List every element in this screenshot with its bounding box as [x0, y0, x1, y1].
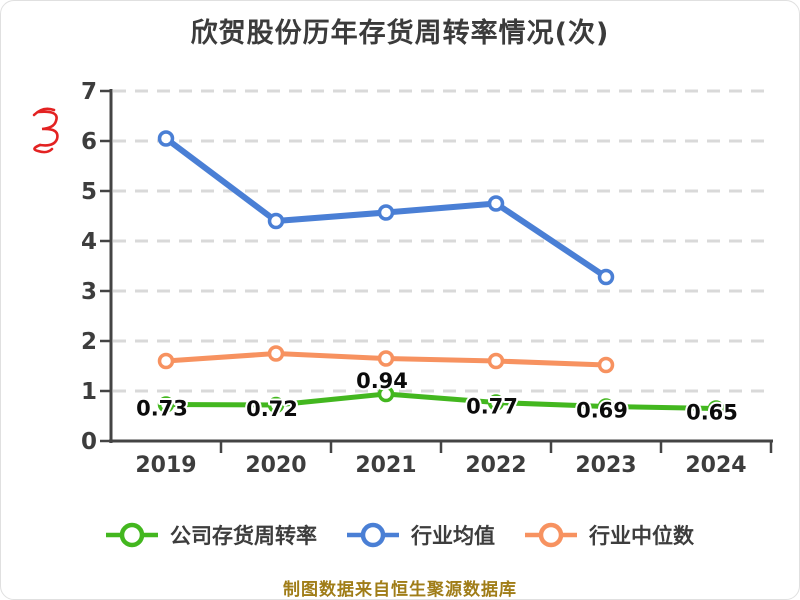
data-label-series-0: 0.94 [356, 369, 408, 393]
data-point-series-1 [377, 204, 395, 221]
data-label-series-0: 0.77 [466, 395, 518, 419]
data-point-series-2 [267, 345, 285, 362]
legend-item-industry-average[interactable]: 行业均值 [347, 520, 495, 550]
data-point-series-0 [707, 400, 725, 417]
y-tick-label: 6 [81, 129, 97, 155]
y-tick-label: 3 [81, 279, 97, 305]
x-tick-label: 2024 [685, 453, 746, 478]
legend-label-industry-median: 行业中位数 [589, 524, 694, 548]
x-tick-label: 2020 [245, 453, 306, 478]
legend-label-company: 公司存货周转率 [170, 524, 317, 548]
x-tick-label: 2023 [575, 453, 636, 478]
data-label-series-0: 0.69 [576, 399, 628, 423]
x-tick-label: 2021 [355, 453, 416, 478]
chart-title: 欣贺股份历年存货周转率情况(次) [190, 18, 610, 49]
y-tick-label: 4 [81, 229, 97, 255]
y-tick-label: 7 [81, 79, 97, 105]
data-point-series-1 [157, 130, 175, 147]
data-point-series-0 [487, 394, 505, 411]
data-point-series-1 [267, 212, 285, 230]
data-point-series-1 [487, 195, 505, 212]
data-source-note: 制图数据来自恒生聚源数据库 [283, 580, 517, 600]
x-tick-label: 2022 [465, 453, 526, 478]
legend-item-company-turnover[interactable]: 公司存货周转率 [106, 520, 317, 550]
legend-marker-industry-median [525, 522, 577, 548]
data-point-series-0 [377, 385, 395, 403]
data-point-series-2 [597, 356, 615, 374]
legend-label-industry-average: 行业均值 [411, 524, 495, 548]
data-point-series-0 [597, 398, 615, 415]
data-point-series-1 [597, 268, 615, 286]
y-tick-label: 0 [81, 429, 97, 455]
data-label-series-0: 0.65 [686, 401, 738, 425]
data-point-series-0 [267, 396, 285, 414]
red-scribble-icon [32, 107, 59, 154]
data-point-series-0 [157, 396, 175, 413]
legend-item-industry-median[interactable]: 行业中位数 [525, 520, 694, 550]
legend: 公司存货周转率 行业均值 行业中位数 [1, 520, 799, 550]
data-label-series-0: 0.73 [136, 397, 188, 421]
y-tick-label: 1 [81, 379, 97, 405]
data-point-series-2 [157, 352, 175, 370]
data-label-series-0: 0.72 [246, 397, 298, 421]
data-point-series-2 [487, 352, 505, 370]
data-point-series-2 [377, 350, 395, 367]
series-line-0 [163, 391, 719, 411]
y-tick-label: 2 [81, 329, 97, 355]
x-tick-label: 2019 [135, 453, 196, 478]
legend-marker-industry-average [347, 522, 399, 548]
legend-marker-company [106, 522, 158, 548]
y-tick-label: 5 [81, 179, 97, 205]
